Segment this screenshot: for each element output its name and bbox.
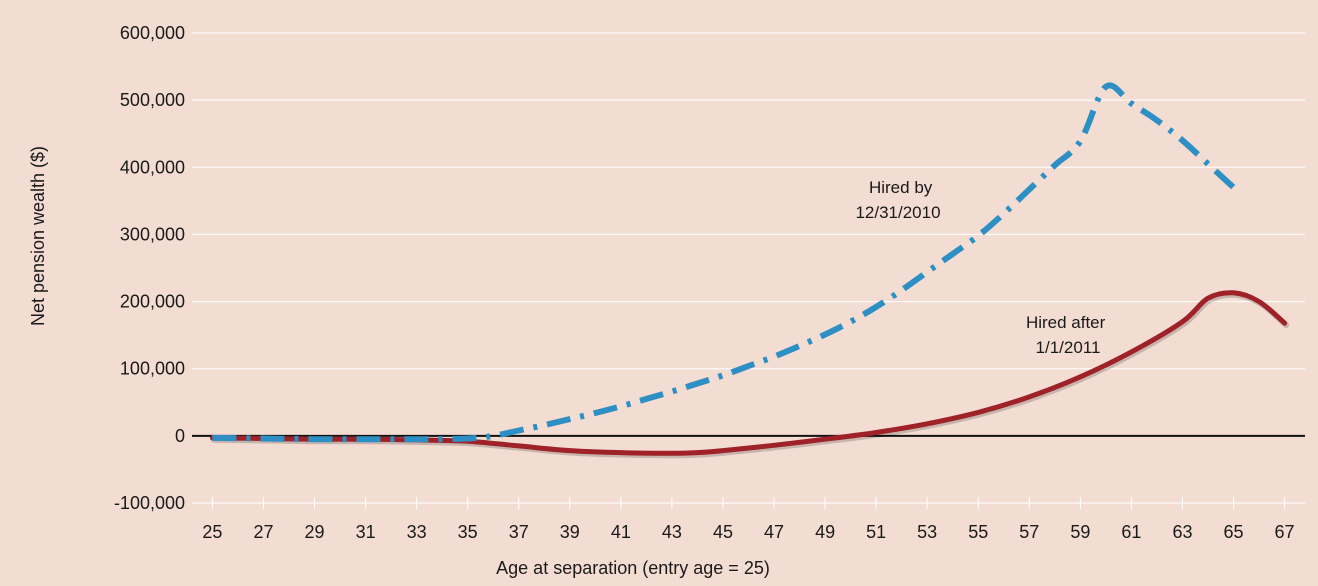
x-tick-label: 67 xyxy=(1275,522,1295,542)
x-tick-label: 29 xyxy=(305,522,325,542)
x-tick-label: 53 xyxy=(917,522,937,542)
x-tick-label: 55 xyxy=(968,522,988,542)
y-tick-label: 300,000 xyxy=(120,224,185,244)
x-tick-label: 49 xyxy=(815,522,835,542)
x-axis-title: Age at separation (entry age = 25) xyxy=(496,558,770,578)
y-tick-label: 400,000 xyxy=(120,157,185,177)
series-0 xyxy=(212,82,1236,443)
x-tick-label: 59 xyxy=(1070,522,1090,542)
y-tick-label: 100,000 xyxy=(120,359,185,379)
x-tick-label: 37 xyxy=(509,522,529,542)
series-shadow xyxy=(210,291,1290,459)
y-tick-label: -100,000 xyxy=(114,493,185,513)
x-tick-label: 57 xyxy=(1019,522,1039,542)
series-line xyxy=(209,290,1288,456)
series xyxy=(209,82,1290,459)
x-tick-label: 61 xyxy=(1121,522,1141,542)
annotation-line: Hired after xyxy=(1026,313,1106,332)
x-tick-label: 33 xyxy=(407,522,427,542)
y-tick-label: 0 xyxy=(175,426,185,446)
x-tick-label: 41 xyxy=(611,522,631,542)
annotation-line: 1/1/2011 xyxy=(1036,338,1101,357)
y-axis-title: Net pension wealth ($) xyxy=(28,146,48,326)
x-tick-label: 45 xyxy=(713,522,733,542)
series-line xyxy=(212,82,1236,443)
x-tick-label: 47 xyxy=(764,522,784,542)
x-tick-label: 39 xyxy=(560,522,580,542)
y-tick-label: 600,000 xyxy=(120,23,185,43)
y-tick-label: 500,000 xyxy=(120,90,185,110)
y-tick-labels: 600,000 500,000 400,000 300,000 200,000 100,0… xyxy=(114,23,185,513)
annotation-hired-after: Hired after 1/1/2011 xyxy=(1026,313,1110,357)
y-tick-label: 200,000 xyxy=(120,292,185,312)
series-1 xyxy=(209,290,1290,459)
x-tick-label: 43 xyxy=(662,522,682,542)
annotation-line: Hired by xyxy=(869,178,933,197)
x-tick-label: 63 xyxy=(1172,522,1192,542)
x-tick-label: 25 xyxy=(202,522,222,542)
x-tick-label: 51 xyxy=(866,522,886,542)
x-tick-label: 27 xyxy=(253,522,273,542)
x-tick-label: 35 xyxy=(458,522,478,542)
annotation-line: 12/31/2010 xyxy=(855,203,940,222)
x-tick-label: 31 xyxy=(356,522,376,542)
x-tick-labels: 25 27 29 31 33 35 37 39 41 43 45 47 49 51 53 55 57 59 61 63… xyxy=(202,522,1294,542)
x-tick-label: 65 xyxy=(1224,522,1244,542)
annotation-hired-by: Hired by 12/31/2010 xyxy=(855,178,940,222)
